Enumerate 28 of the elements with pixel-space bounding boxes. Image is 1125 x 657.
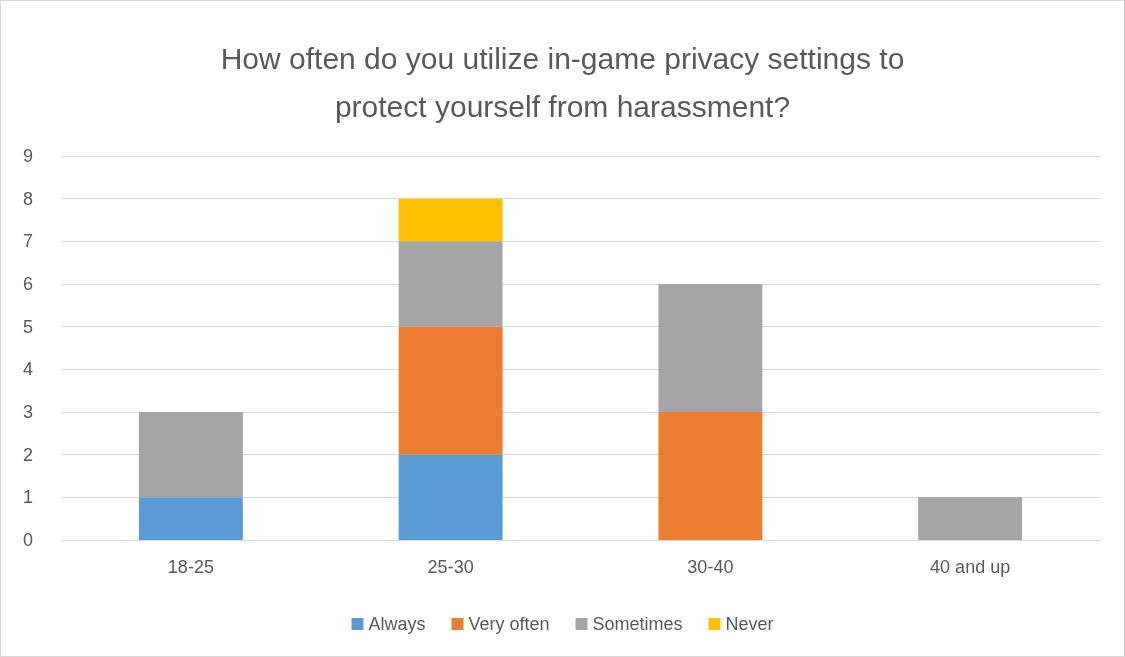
bar — [658, 412, 763, 540]
bar — [398, 326, 503, 455]
bar — [918, 497, 1023, 540]
x-tick-label: 30-40 — [687, 557, 734, 577]
x-tick-label: 40 and up — [930, 557, 1011, 577]
x-tick-label: 25-30 — [427, 557, 474, 577]
chart-title: How often do you utilize in-game privacy settings to protect yourself from harassment? — [220, 41, 905, 123]
x-tick-label: 18-25 — [167, 557, 214, 577]
y-tick-label: 4 — [22, 359, 33, 380]
bar — [658, 284, 763, 412]
y-tick-label: 0 — [22, 530, 33, 550]
legend-label: Sometimes — [592, 614, 683, 634]
y-tick-label: 2 — [22, 444, 33, 465]
bar — [398, 241, 503, 327]
y-tick-label: 7 — [22, 231, 33, 252]
y-tick-label: 6 — [22, 274, 33, 294]
bar — [398, 198, 503, 242]
bar — [398, 454, 503, 540]
legend-label: Never — [725, 614, 774, 634]
bar — [138, 412, 243, 498]
y-tick-label: 1 — [22, 487, 33, 508]
y-tick-label: 5 — [22, 316, 33, 337]
y-tick-label: 8 — [22, 188, 33, 209]
y-tick-label: 3 — [22, 402, 33, 422]
bar — [138, 497, 243, 540]
legend-label: Always — [368, 614, 426, 634]
legend-label: Very often — [468, 614, 550, 634]
y-tick-label: 9 — [22, 146, 33, 166]
